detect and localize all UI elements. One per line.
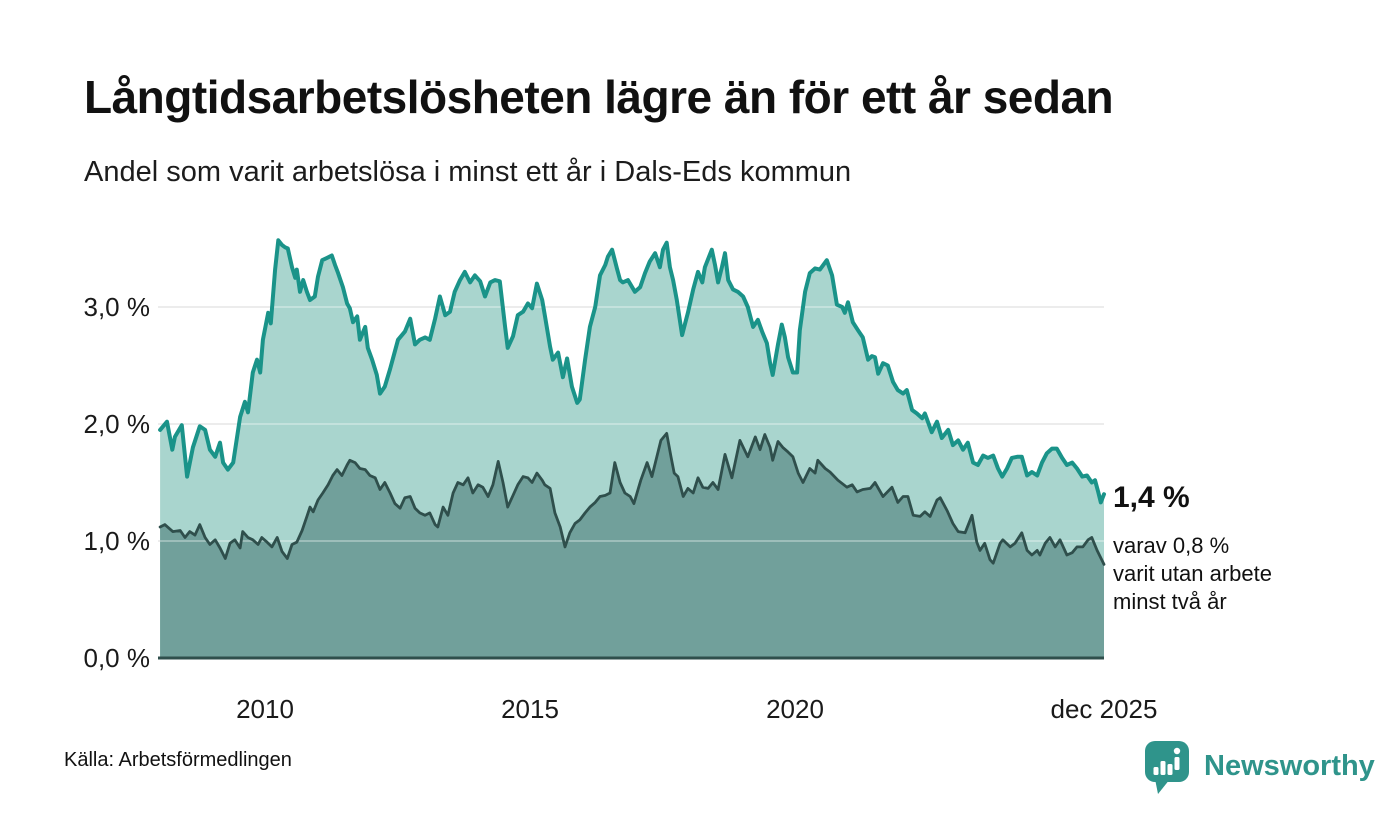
x-axis-tick-label: 2020 <box>766 694 824 724</box>
page-title: Långtidsarbetslösheten lägre än för ett … <box>84 71 1114 123</box>
latest-detail-line: minst två år <box>1113 589 1227 614</box>
line-one-year <box>158 238 1106 505</box>
x-axis-tick-label: 2015 <box>501 694 559 724</box>
source-label: Källa: Arbetsförmedlingen <box>64 749 292 771</box>
newsworthy-logo-text: Newsworthy <box>1204 750 1375 782</box>
latest-value-label: 1,4 % <box>1113 481 1190 514</box>
y-axis-tick-label: 2,0 % <box>84 409 151 439</box>
latest-detail-line: varit utan arbete <box>1113 561 1272 586</box>
x-axis-tick-label: dec 2025 <box>1050 694 1157 724</box>
page-subtitle: Andel som varit arbetslösa i minst ett å… <box>84 156 852 188</box>
x-axis-tick-label: 2010 <box>236 694 294 724</box>
y-axis-tick-label: 3,0 % <box>84 292 151 322</box>
newsworthy-logo-icon <box>1145 741 1189 794</box>
latest-value-annotation: 1,4 % varav 0,8 % varit utan arbete mins… <box>1113 481 1272 616</box>
y-axis-tick-label: 1,0 % <box>84 526 151 556</box>
latest-detail-text: varav 0,8 % varit utan arbete minst två … <box>1113 532 1272 616</box>
newsworthy-logo: Newsworthy <box>1144 740 1375 796</box>
line-two-years <box>158 432 1106 566</box>
latest-detail-line: varav 0,8 % <box>1113 533 1230 558</box>
y-axis-tick-label: 0,0 % <box>84 643 151 673</box>
